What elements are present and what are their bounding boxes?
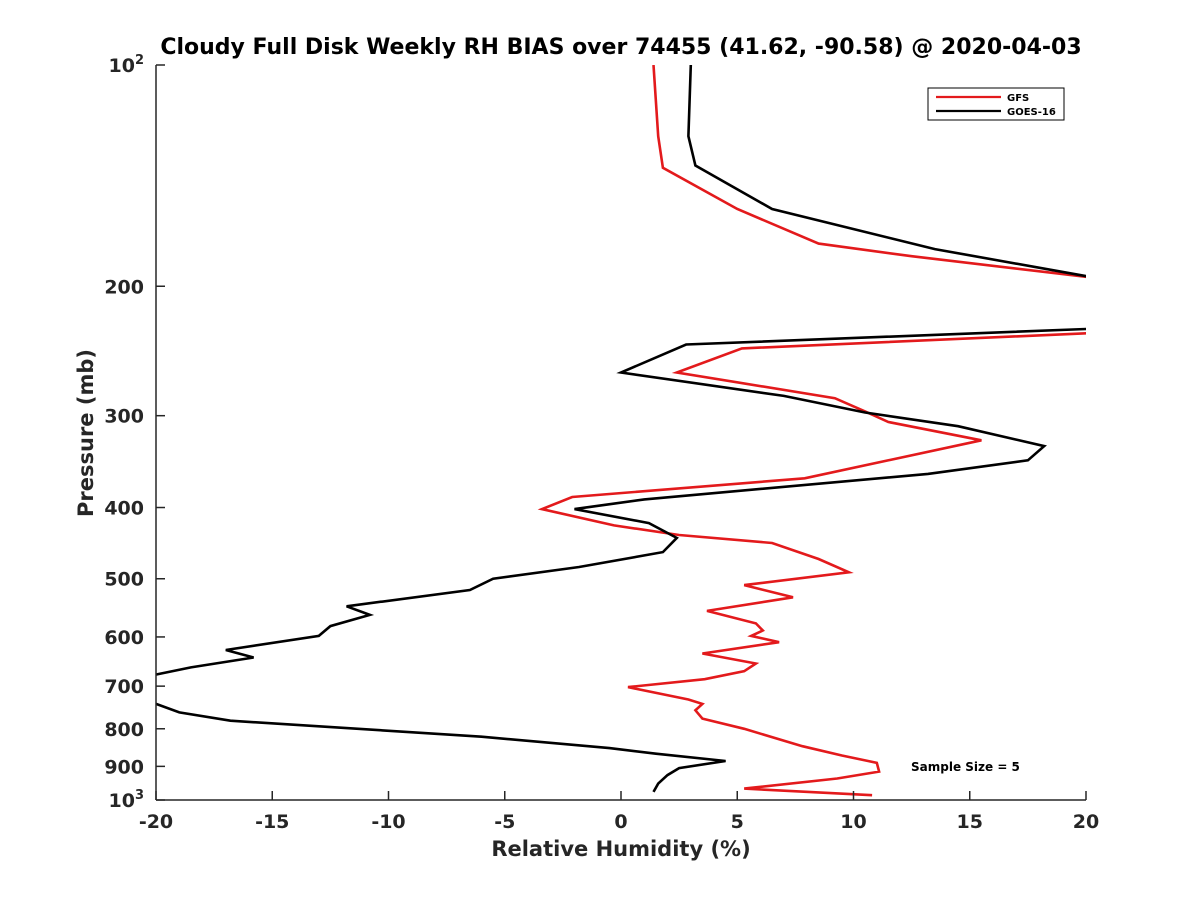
y-tick-label: 400: [104, 498, 144, 520]
x-tick-label: 15: [957, 811, 983, 833]
series-line-gfs: [537, 65, 1086, 797]
x-ticks: -20 -15 -10 -5 0 5 10 15 20: [139, 791, 1099, 833]
legend-box: [927, 87, 1065, 121]
y-tick-label: 300: [104, 406, 144, 428]
series-layer: [156, 65, 1086, 797]
plot-area: [156, 65, 1086, 800]
x-tick-label: 0: [614, 811, 627, 833]
y-ticks: 102 200 300 400 500 600 700 800 900 103: [104, 53, 165, 812]
chart-title: Cloudy Full Disk Weekly RH BIAS over 744…: [160, 35, 1081, 60]
y-tick-label: 700: [104, 676, 144, 698]
y-tick-label: 900: [104, 756, 144, 778]
y-tick-label: 102: [109, 53, 145, 77]
sample-size-annotation: Sample Size = 5: [911, 760, 1020, 774]
y-tick-label: 500: [104, 569, 144, 591]
x-tick-label: -15: [255, 811, 289, 833]
y-tick-label: 200: [104, 276, 144, 298]
x-tick-label: -20: [139, 811, 173, 833]
y-tick-label: 600: [104, 627, 144, 649]
x-tick-label: 5: [731, 811, 744, 833]
series-line-goes16: [156, 65, 1086, 793]
legend-label-gfs: GFS: [1007, 93, 1029, 104]
y-axis-label: Pressure (mb): [74, 349, 98, 517]
x-tick-label: -5: [494, 811, 515, 833]
legend: GFS GOES-16: [927, 87, 1065, 121]
x-tick-label: -10: [371, 811, 405, 833]
x-axis-label: Relative Humidity (%): [491, 837, 750, 861]
legend-label-goes16: GOES-16: [1007, 107, 1056, 118]
y-tick-label: 103: [109, 788, 145, 812]
x-tick-label: 20: [1073, 811, 1099, 833]
y-tick-label: 800: [104, 719, 144, 741]
x-tick-label: 10: [840, 811, 866, 833]
